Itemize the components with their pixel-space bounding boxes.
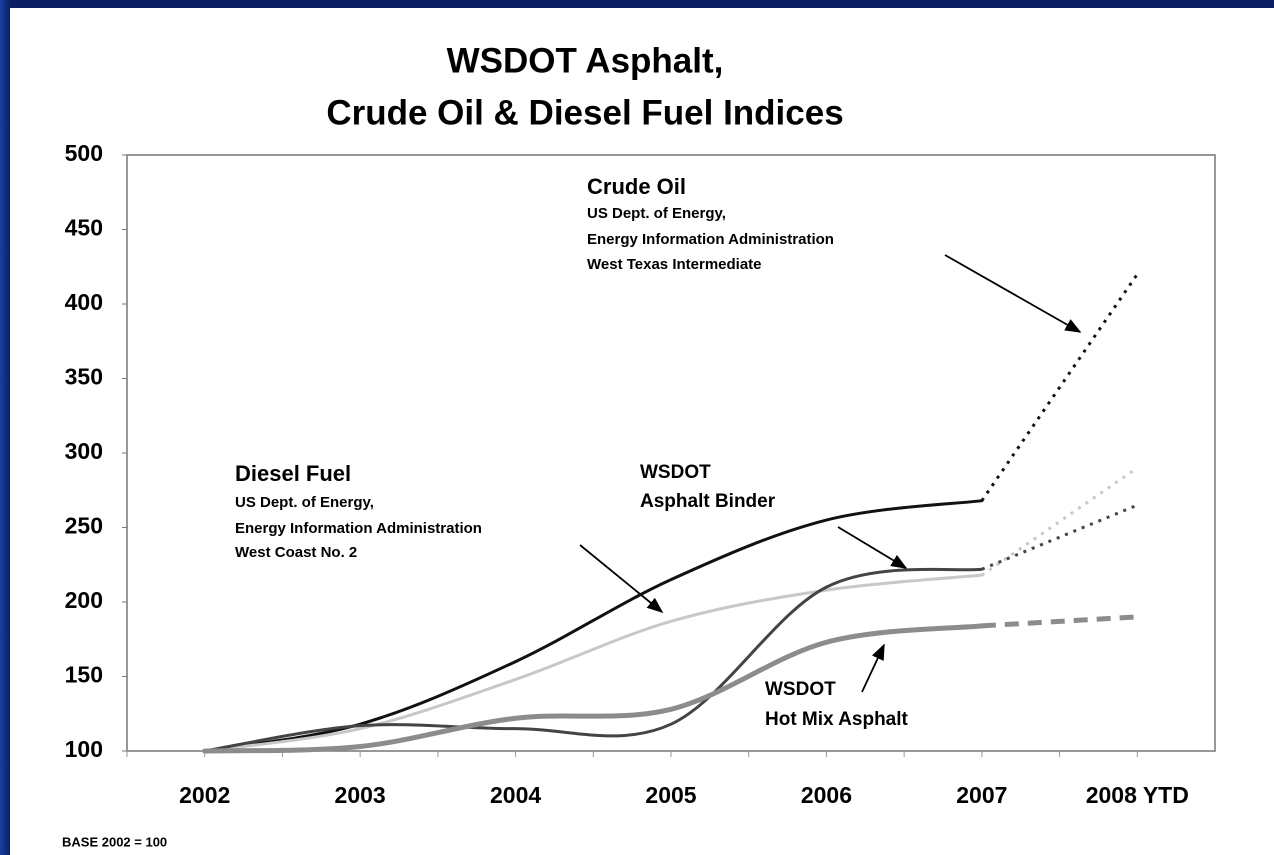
annotation: Asphalt Binder	[640, 491, 776, 512]
chart-title: Crude Oil & Diesel Fuel Indices	[326, 93, 843, 132]
annotation: Energy Information Administration	[235, 520, 482, 537]
arrow	[579, 544, 664, 614]
x-tick-label: 2007	[956, 782, 1007, 808]
x-tick-label: 2004	[490, 782, 541, 808]
series-line-ytd	[981, 503, 1138, 571]
footnote: BASE 2002 = 100	[62, 834, 167, 849]
annotation: West Texas Intermediate	[587, 256, 762, 273]
x-tick-label: 2002	[179, 782, 230, 808]
arrows	[579, 254, 1082, 693]
annotation: Hot Mix Asphalt	[765, 709, 909, 730]
arrow	[837, 526, 908, 569]
chart-title: WSDOT Asphalt,	[447, 41, 724, 80]
y-tick-label: 250	[65, 513, 103, 539]
annotation: US Dept. of Energy,	[587, 205, 726, 222]
arrow	[944, 254, 1082, 333]
annotation: West Coast No. 2	[235, 544, 357, 561]
y-tick-label: 150	[65, 662, 103, 688]
annotation: WSDOT	[640, 462, 711, 483]
arrow	[861, 643, 885, 693]
y-tick-label: 500	[65, 140, 103, 166]
slide-edge	[0, 0, 10, 855]
series-line-ytd	[981, 614, 1138, 629]
series-line	[203, 573, 984, 753]
series-line-ytd	[980, 273, 1139, 502]
annotation: WSDOT	[765, 679, 836, 700]
annotation: US Dept. of Energy,	[235, 494, 374, 511]
y-tick-label: 450	[65, 215, 103, 241]
series-line	[202, 623, 985, 754]
annotation: Energy Information Administration	[587, 231, 834, 248]
annotation: Diesel Fuel	[235, 461, 351, 486]
y-tick-label: 200	[65, 587, 103, 613]
series-line	[203, 567, 984, 753]
x-tick-label: 2006	[801, 782, 852, 808]
x-tick-label: 2003	[335, 782, 386, 808]
y-tick-label: 300	[65, 438, 103, 464]
x-tick-label: 2005	[645, 782, 696, 808]
annotation: Crude Oil	[587, 174, 686, 199]
y-tick-label: 400	[65, 289, 103, 315]
x-tick-label: 2008 YTD	[1086, 782, 1189, 808]
y-tick-label: 100	[65, 736, 103, 762]
slide	[10, 8, 1274, 855]
y-tick-label: 350	[65, 364, 103, 390]
